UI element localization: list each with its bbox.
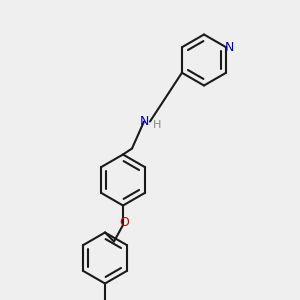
Text: N: N <box>225 41 234 54</box>
Text: O: O <box>119 216 129 230</box>
Text: N: N <box>139 115 149 128</box>
Text: H: H <box>153 119 162 130</box>
